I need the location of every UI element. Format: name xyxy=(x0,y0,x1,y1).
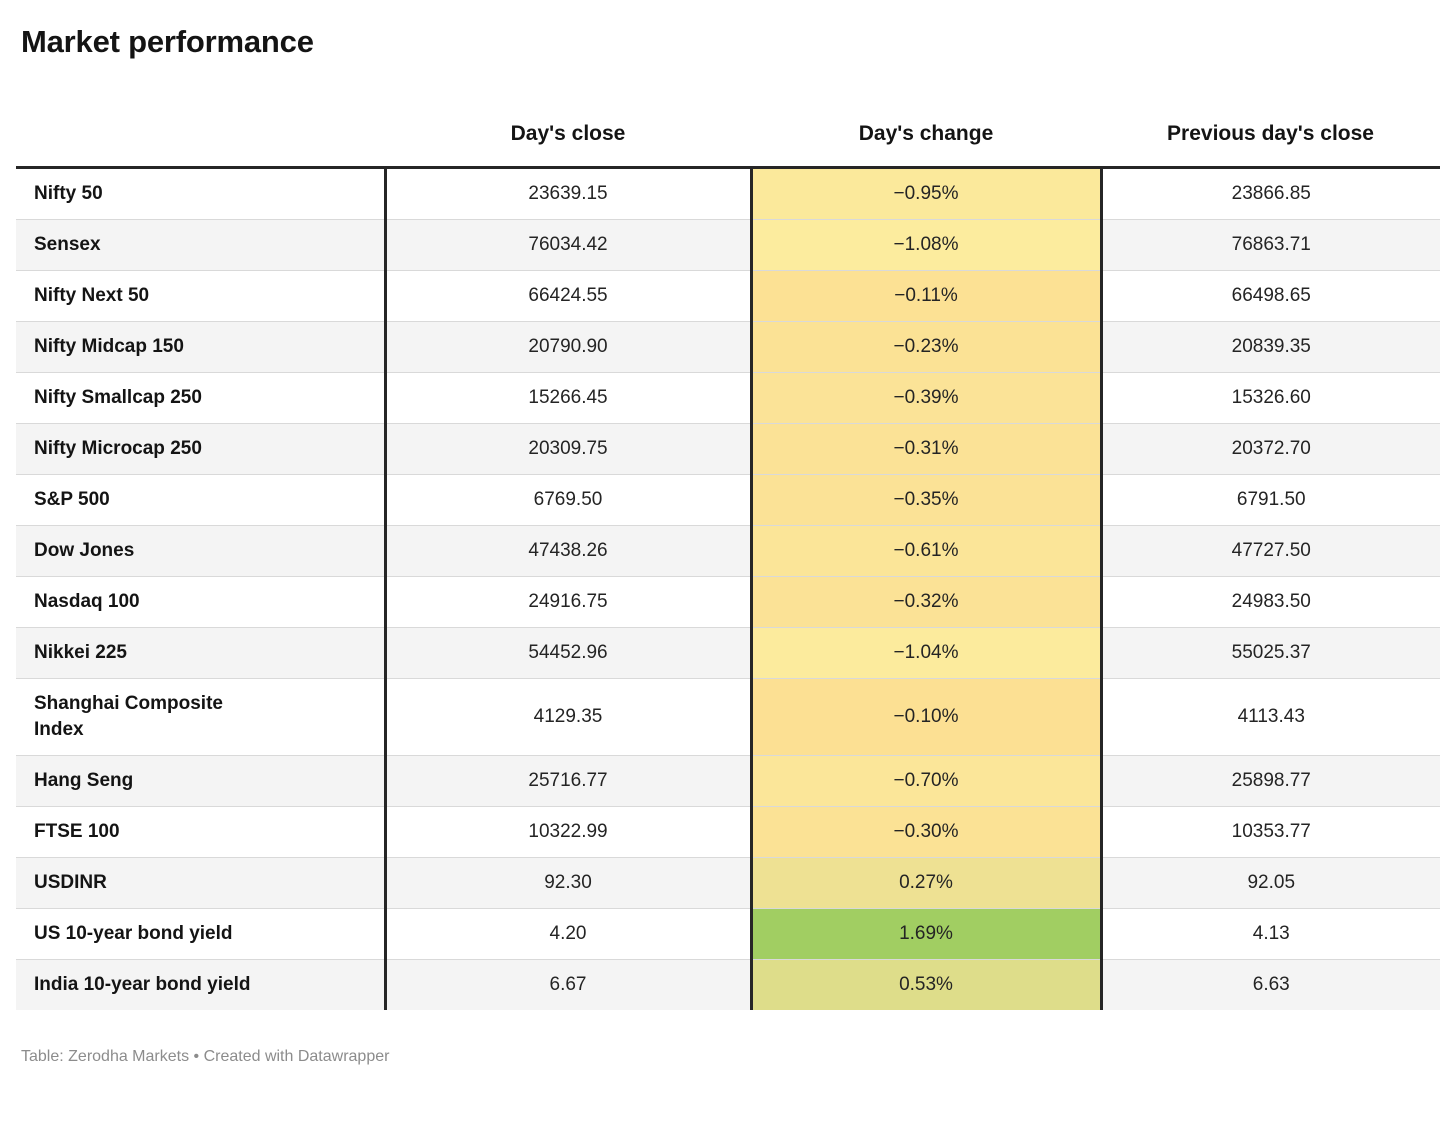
row-label-text: Shanghai Composite Index xyxy=(34,693,223,740)
days-close-value: 6769.50 xyxy=(385,474,751,526)
row-label: Nikkei 225 xyxy=(16,627,387,679)
days-close-value: 54452.96 xyxy=(385,627,751,679)
table-row: Nikkei 225 54452.96 −1.04% 55025.37 xyxy=(16,627,1440,679)
days-change-value: −0.35% xyxy=(749,474,1103,526)
row-label: FTSE 100 xyxy=(16,806,387,858)
table-row: Nifty 50 23639.15 −0.95% 23866.85 xyxy=(16,167,1440,220)
table-row: Sensex 76034.42 −1.08% 76863.71 xyxy=(16,219,1440,271)
prev-close-value: 55025.37 xyxy=(1101,627,1440,679)
days-close-value: 20790.90 xyxy=(385,321,751,373)
table-row: India 10-year bond yield 6.67 0.53% 6.63 xyxy=(16,959,1440,1010)
days-change-value: 1.69% xyxy=(749,908,1103,960)
days-close-value: 92.30 xyxy=(385,857,751,909)
days-close-value: 10322.99 xyxy=(385,806,751,858)
table-footer-credit: Table: Zerodha Markets • Created with Da… xyxy=(21,1048,390,1065)
prev-close-value: 47727.50 xyxy=(1101,525,1440,577)
days-change-value: −0.61% xyxy=(749,525,1103,577)
days-change-value: −0.39% xyxy=(749,372,1103,424)
days-close-value: 15266.45 xyxy=(385,372,751,424)
days-change-value: −1.08% xyxy=(749,219,1103,271)
row-label: Shanghai Composite Index xyxy=(16,678,387,756)
prev-close-value: 25898.77 xyxy=(1101,755,1440,807)
prev-close-value: 6791.50 xyxy=(1101,474,1440,526)
days-close-value: 66424.55 xyxy=(385,270,751,322)
table-row: Nifty Microcap 250 20309.75 −0.31% 20372… xyxy=(16,423,1440,475)
prev-close-value: 24983.50 xyxy=(1101,576,1440,628)
table-row: Nifty Smallcap 250 15266.45 −0.39% 15326… xyxy=(16,372,1440,424)
prev-close-value: 92.05 xyxy=(1101,857,1440,909)
row-label: India 10-year bond yield xyxy=(16,959,387,1010)
table-row: Shanghai Composite Index 4129.35 −0.10% … xyxy=(16,678,1440,756)
datawrapper-table-page: Market performance Day's close Day's cha… xyxy=(0,22,1456,1066)
row-label: S&P 500 xyxy=(16,474,387,526)
days-change-value: −0.10% xyxy=(749,678,1103,756)
row-label: Nifty 50 xyxy=(16,167,387,220)
table-row: USDINR 92.30 0.27% 92.05 xyxy=(16,857,1440,909)
days-change-value: −0.11% xyxy=(749,270,1103,322)
days-close-value: 25716.77 xyxy=(385,755,751,807)
prev-close-value: 6.63 xyxy=(1101,959,1440,1010)
table-row: Nifty Next 50 66424.55 −0.11% 66498.65 xyxy=(16,270,1440,322)
prev-close-value: 4113.43 xyxy=(1101,678,1440,756)
prev-close-value: 76863.71 xyxy=(1101,219,1440,271)
table-row: S&P 500 6769.50 −0.35% 6791.50 xyxy=(16,474,1440,526)
row-label: Nifty Microcap 250 xyxy=(16,423,387,475)
days-change-value: −0.23% xyxy=(749,321,1103,373)
table-row: Dow Jones 47438.26 −0.61% 47727.50 xyxy=(16,525,1440,577)
days-close-value: 47438.26 xyxy=(385,525,751,577)
table-row: Nasdaq 100 24916.75 −0.32% 24983.50 xyxy=(16,576,1440,628)
row-label: Sensex xyxy=(16,219,387,271)
days-close-value: 76034.42 xyxy=(385,219,751,271)
table-row: FTSE 100 10322.99 −0.30% 10353.77 xyxy=(16,806,1440,858)
market-performance-table: Day's close Day's change Previous day's … xyxy=(16,62,1440,1010)
prev-close-value: 4.13 xyxy=(1101,908,1440,960)
prev-close-value: 20372.70 xyxy=(1101,423,1440,475)
prev-close-value: 66498.65 xyxy=(1101,270,1440,322)
column-header-previous-close: Previous day's close xyxy=(1101,62,1440,169)
days-close-value: 23639.15 xyxy=(528,183,608,204)
days-close-value: 6.67 xyxy=(385,959,751,1010)
column-header-days-close: Day's close xyxy=(385,62,751,169)
prev-close-value: 23866.85 xyxy=(1231,183,1311,204)
days-close-value: 24916.75 xyxy=(385,576,751,628)
column-header-blank xyxy=(16,62,385,169)
days-change-value: −0.95% xyxy=(749,167,1103,220)
table-header: Day's close Day's change Previous day's … xyxy=(16,62,1440,169)
column-header-days-change: Day's change xyxy=(751,62,1101,169)
prev-close-value: 15326.60 xyxy=(1101,372,1440,424)
page-title: Market performance xyxy=(21,24,314,59)
row-label: Dow Jones xyxy=(16,525,387,577)
table-row: US 10-year bond yield 4.20 1.69% 4.13 xyxy=(16,908,1440,960)
table-row: Hang Seng 25716.77 −0.70% 25898.77 xyxy=(16,755,1440,807)
row-label: Nifty Midcap 150 xyxy=(16,321,387,373)
days-change-value: −0.30% xyxy=(749,806,1103,858)
days-change-value: 0.27% xyxy=(749,857,1103,909)
days-change-value: −0.31% xyxy=(749,423,1103,475)
row-label: Nifty Smallcap 250 xyxy=(16,372,387,424)
row-label: USDINR xyxy=(16,857,387,909)
days-change-value: −0.70% xyxy=(749,755,1103,807)
row-label: Nifty Next 50 xyxy=(16,270,387,322)
days-change-value: −0.32% xyxy=(749,576,1103,628)
days-change-value: 0.53% xyxy=(749,959,1103,1010)
table-body: Nifty 50 23639.15 −0.95% 23866.85 Sensex… xyxy=(16,167,1440,1010)
table-row: Nifty Midcap 150 20790.90 −0.23% 20839.3… xyxy=(16,321,1440,373)
days-close-value: 20309.75 xyxy=(385,423,751,475)
days-close-value: 4129.35 xyxy=(385,678,751,756)
row-label: Nasdaq 100 xyxy=(16,576,387,628)
prev-close-value: 20839.35 xyxy=(1101,321,1440,373)
row-label: Hang Seng xyxy=(16,755,387,807)
row-label: US 10-year bond yield xyxy=(16,908,387,960)
header-row: Day's close Day's change Previous day's … xyxy=(16,62,1440,169)
days-close-value: 4.20 xyxy=(385,908,751,960)
prev-close-value: 10353.77 xyxy=(1101,806,1440,858)
days-change-value: −1.04% xyxy=(749,627,1103,679)
